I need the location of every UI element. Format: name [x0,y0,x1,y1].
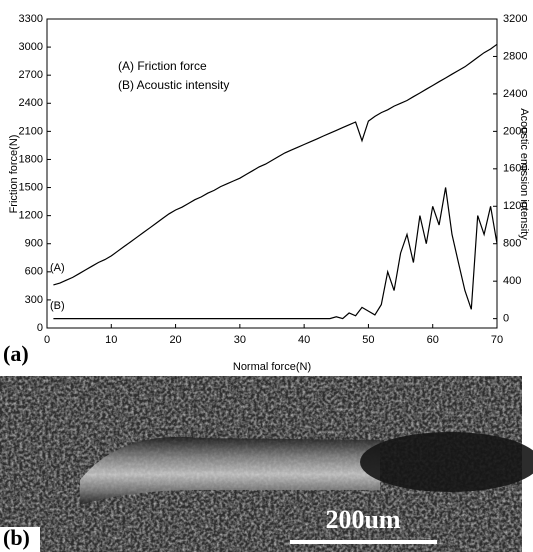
annotation: (A) [50,262,65,274]
y-tick-label: 2400 [19,97,43,109]
x-tick-label: 60 [427,334,439,346]
x-tick-label: 70 [491,334,503,346]
legend-entry: (A) Friction force [118,59,207,73]
y-tick-label: 2700 [19,69,43,81]
x-tick-label: 20 [169,334,181,346]
y-tick-label: 1200 [19,210,43,222]
y2-tick-label: 2000 [503,125,527,137]
micrograph: 200um (b) [0,376,533,552]
y2-tick-label: 800 [503,238,521,250]
x-tick-label: 10 [105,334,117,346]
scale-bar-label: 200um [325,505,400,534]
y2-axis-label: Acoustic emission intensity [518,108,530,240]
label-bg [0,527,40,552]
y-tick-label: 300 [25,294,43,306]
y2-tick-label: 3200 [503,13,527,25]
plot-frame [46,18,498,329]
y-tick-label: 3000 [19,41,43,53]
legend-entry: (B) Acoustic intensity [118,78,229,92]
scratch-end [360,432,533,492]
panel-label: (a) [3,341,29,366]
y2-tick-label: 400 [503,275,521,287]
x-tick-label: 50 [362,334,374,346]
data-line [53,187,498,320]
y-tick-label: 1500 [19,181,43,193]
y2-tick-label: 2800 [503,50,527,62]
y2-tick-label: 0 [503,313,509,325]
y2-tick-label: 1600 [503,163,527,175]
y-tick-label: 1800 [19,153,43,165]
data-line [53,43,498,286]
y-tick-label: 0 [37,322,43,334]
x-tick-label: 0 [44,334,50,346]
y2-tick-label: 1200 [503,200,527,212]
x-axis-label: Normal force(N) [233,361,311,373]
y-axis-label: Friction force(N) [8,135,20,214]
y-tick-label: 3300 [19,13,43,25]
y2-tick-label: 2400 [503,88,527,100]
y-tick-label: 2100 [19,125,43,137]
x-tick-label: 30 [234,334,246,346]
y-tick-label: 600 [25,266,43,278]
panel-label: (b) [3,525,30,550]
annotation: (B) [50,300,65,312]
y-tick-label: 900 [25,238,43,250]
x-tick-label: 40 [298,334,310,346]
scratch-track [80,436,380,505]
